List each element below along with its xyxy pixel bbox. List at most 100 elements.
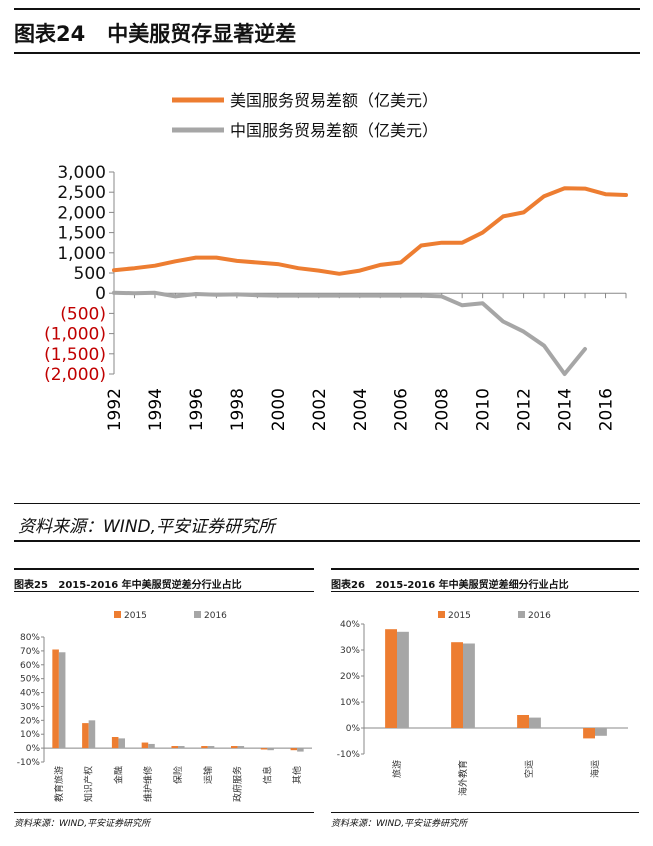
- main-title-text: 中美服贸存显著逆差: [107, 22, 297, 46]
- y-tick-label: 10%: [20, 730, 40, 740]
- bar: [111, 737, 119, 749]
- bar: [237, 746, 245, 749]
- bar: [267, 748, 274, 751]
- x-tick-label: 2002: [310, 388, 330, 431]
- bar: [207, 746, 215, 749]
- y-tick-label: 1,500: [57, 224, 106, 244]
- category-label: 运输: [202, 766, 214, 784]
- bar: [595, 728, 607, 736]
- fig26-title-text: 2015-2016 年中美服贸逆差细分行业占比: [375, 580, 569, 591]
- y-tick-label: (2,000): [44, 365, 106, 385]
- category-label: 海运: [589, 760, 601, 778]
- legend-label-0: 美国服务贸易差额（亿美元）: [230, 91, 438, 110]
- bar: [118, 738, 125, 749]
- y-tick-label: -10%: [17, 758, 41, 768]
- category-label: 维护维修: [142, 766, 154, 802]
- y-tick-label: 30%: [20, 702, 40, 712]
- fig26-title-rule: [331, 591, 639, 592]
- main-title-rule: [14, 52, 640, 54]
- bar: [260, 748, 268, 750]
- y-tick-label: 2,000: [57, 203, 106, 223]
- bar: [82, 723, 89, 749]
- main-source: 资料来源：WIND,平安证券研究所: [18, 517, 276, 537]
- legend-swatch-0: [114, 611, 121, 618]
- y-tick-label: 80%: [20, 633, 40, 643]
- y-tick-label: 50%: [20, 675, 40, 685]
- x-tick-label: 1994: [146, 388, 166, 431]
- x-tick-label: 1998: [228, 388, 248, 431]
- series-line-0: [112, 186, 628, 276]
- bar: [529, 717, 541, 728]
- fig25-title-rule: [14, 591, 314, 592]
- fig25-title: 图表25 2015-2016 年中美服贸逆差分行业占比: [14, 576, 242, 591]
- y-tick-label: (1,000): [44, 325, 106, 345]
- y-tick-label: -10%: [337, 750, 361, 760]
- y-tick-label: (500): [60, 304, 106, 324]
- y-tick-label: 500: [74, 264, 106, 284]
- legend-swatch-1: [518, 611, 525, 618]
- x-tick-label: 1992: [105, 388, 125, 431]
- fig25-bar-chart: 2015 2016 -10% 0% 10% 20% 30% 40% 50% 60% 70% 80% 教育…: [17, 611, 312, 802]
- category-label: 政府服务: [232, 766, 244, 802]
- x-tick-label: 2000: [269, 388, 289, 431]
- x-tick-label: 2006: [392, 388, 412, 431]
- x-tick-label: 2014: [556, 388, 576, 431]
- fig25-source: 资料来源：WIND,平安证券研究所: [14, 819, 151, 829]
- main-title-prefix: 图表24: [14, 22, 86, 46]
- fig26-source-rule: [331, 812, 639, 813]
- category-label: 保险: [172, 766, 184, 784]
- bar: [201, 746, 208, 749]
- y-tick-label: 30%: [340, 646, 360, 656]
- bar: [517, 715, 529, 728]
- bar: [148, 743, 155, 749]
- category-label: 空运: [523, 760, 535, 778]
- category-label: 海外教育: [457, 760, 469, 796]
- bar: [385, 629, 397, 728]
- bar: [171, 746, 178, 749]
- y-tick-label: 2,500: [57, 183, 106, 203]
- category-label: 知识产权: [83, 766, 95, 802]
- legend-label-1: 中国服务贸易差额（亿美元）: [230, 121, 438, 140]
- y-tick-label: 0: [95, 284, 106, 304]
- y-tick-label: 1,000: [57, 244, 106, 264]
- fig25-title-prefix: 图表25: [14, 580, 48, 591]
- legend-swatch-0: [438, 611, 445, 618]
- fig26-top-rule: [331, 568, 639, 570]
- main-source-top-rule: [14, 503, 640, 504]
- bar: [231, 746, 238, 749]
- bar: [178, 746, 185, 749]
- x-tick-label: 2004: [351, 388, 371, 431]
- y-tick-label: 3,000: [57, 163, 106, 183]
- category-label: 其他: [291, 766, 303, 784]
- bar: [88, 720, 96, 749]
- y-tick-label: 10%: [340, 698, 360, 708]
- main-title: 图表24 中美服贸存显著逆差: [14, 18, 296, 48]
- y-tick-label: 0%: [26, 744, 41, 754]
- legend-swatch-1: [194, 611, 201, 618]
- legend-label-1: 2016: [528, 611, 551, 621]
- bar: [52, 649, 59, 749]
- fig25-title-text: 2015-2016 年中美服贸逆差分行业占比: [58, 580, 242, 591]
- y-tick-label: 70%: [20, 647, 40, 657]
- category-label: 旅游: [391, 760, 403, 778]
- bar: [451, 642, 463, 728]
- fig26-bar-chart: 2015 2016 -10% 0% 10% 20% 30% 40% 旅游 海外教育 空运 海运: [337, 611, 628, 796]
- x-tick-label: 2012: [515, 388, 535, 431]
- bar: [397, 631, 409, 728]
- legend-label-1: 2016: [204, 611, 227, 621]
- x-tick-label: 2008: [433, 388, 453, 431]
- y-tick-label: 60%: [20, 661, 40, 671]
- category-label: 教育旅游: [53, 766, 65, 802]
- bar: [290, 748, 298, 751]
- bar: [297, 748, 304, 752]
- bar: [58, 652, 66, 749]
- y-tick-label: 40%: [340, 620, 360, 630]
- bar: [141, 742, 149, 749]
- y-tick-label: 20%: [340, 672, 360, 682]
- fig25-top-rule: [14, 568, 314, 570]
- y-tick-label: 20%: [20, 716, 40, 726]
- bar: [583, 728, 595, 739]
- fig26-title: 图表26 2015-2016 年中美服贸逆差细分行业占比: [331, 576, 569, 591]
- fig26-source: 资料来源：WIND,平安证券研究所: [331, 819, 468, 829]
- series-line-1: [112, 290, 587, 376]
